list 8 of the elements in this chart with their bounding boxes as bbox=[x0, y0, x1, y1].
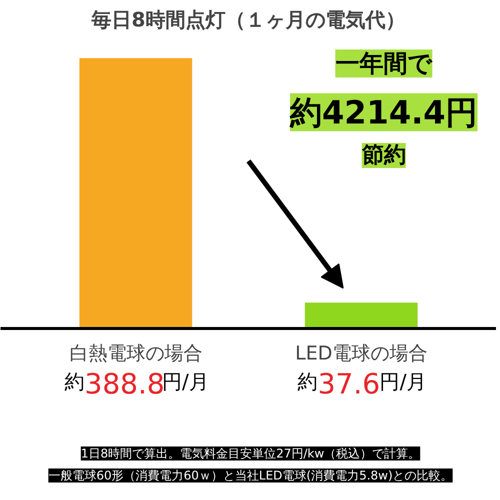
annotation: 一年間で bbox=[335, 50, 434, 78]
text: 一般電球60形（消費電力60ｗ）と当社LED電球(消費電力5.8w)との比較。 bbox=[48, 468, 453, 482]
x-tick-label: 白熱電球の場合 bbox=[69, 342, 202, 365]
x-tick-label: LED電球の場合 bbox=[295, 342, 428, 365]
text: 1日8時間で算出。電気料金目安単位27円/kw（税込）で計算。 bbox=[80, 446, 420, 460]
annotation: 節約 bbox=[360, 143, 406, 168]
annotation: 約4214.4円 bbox=[289, 93, 478, 132]
chart-title: 毎日8時間点灯（１ヶ月の電気代） bbox=[90, 8, 406, 32]
